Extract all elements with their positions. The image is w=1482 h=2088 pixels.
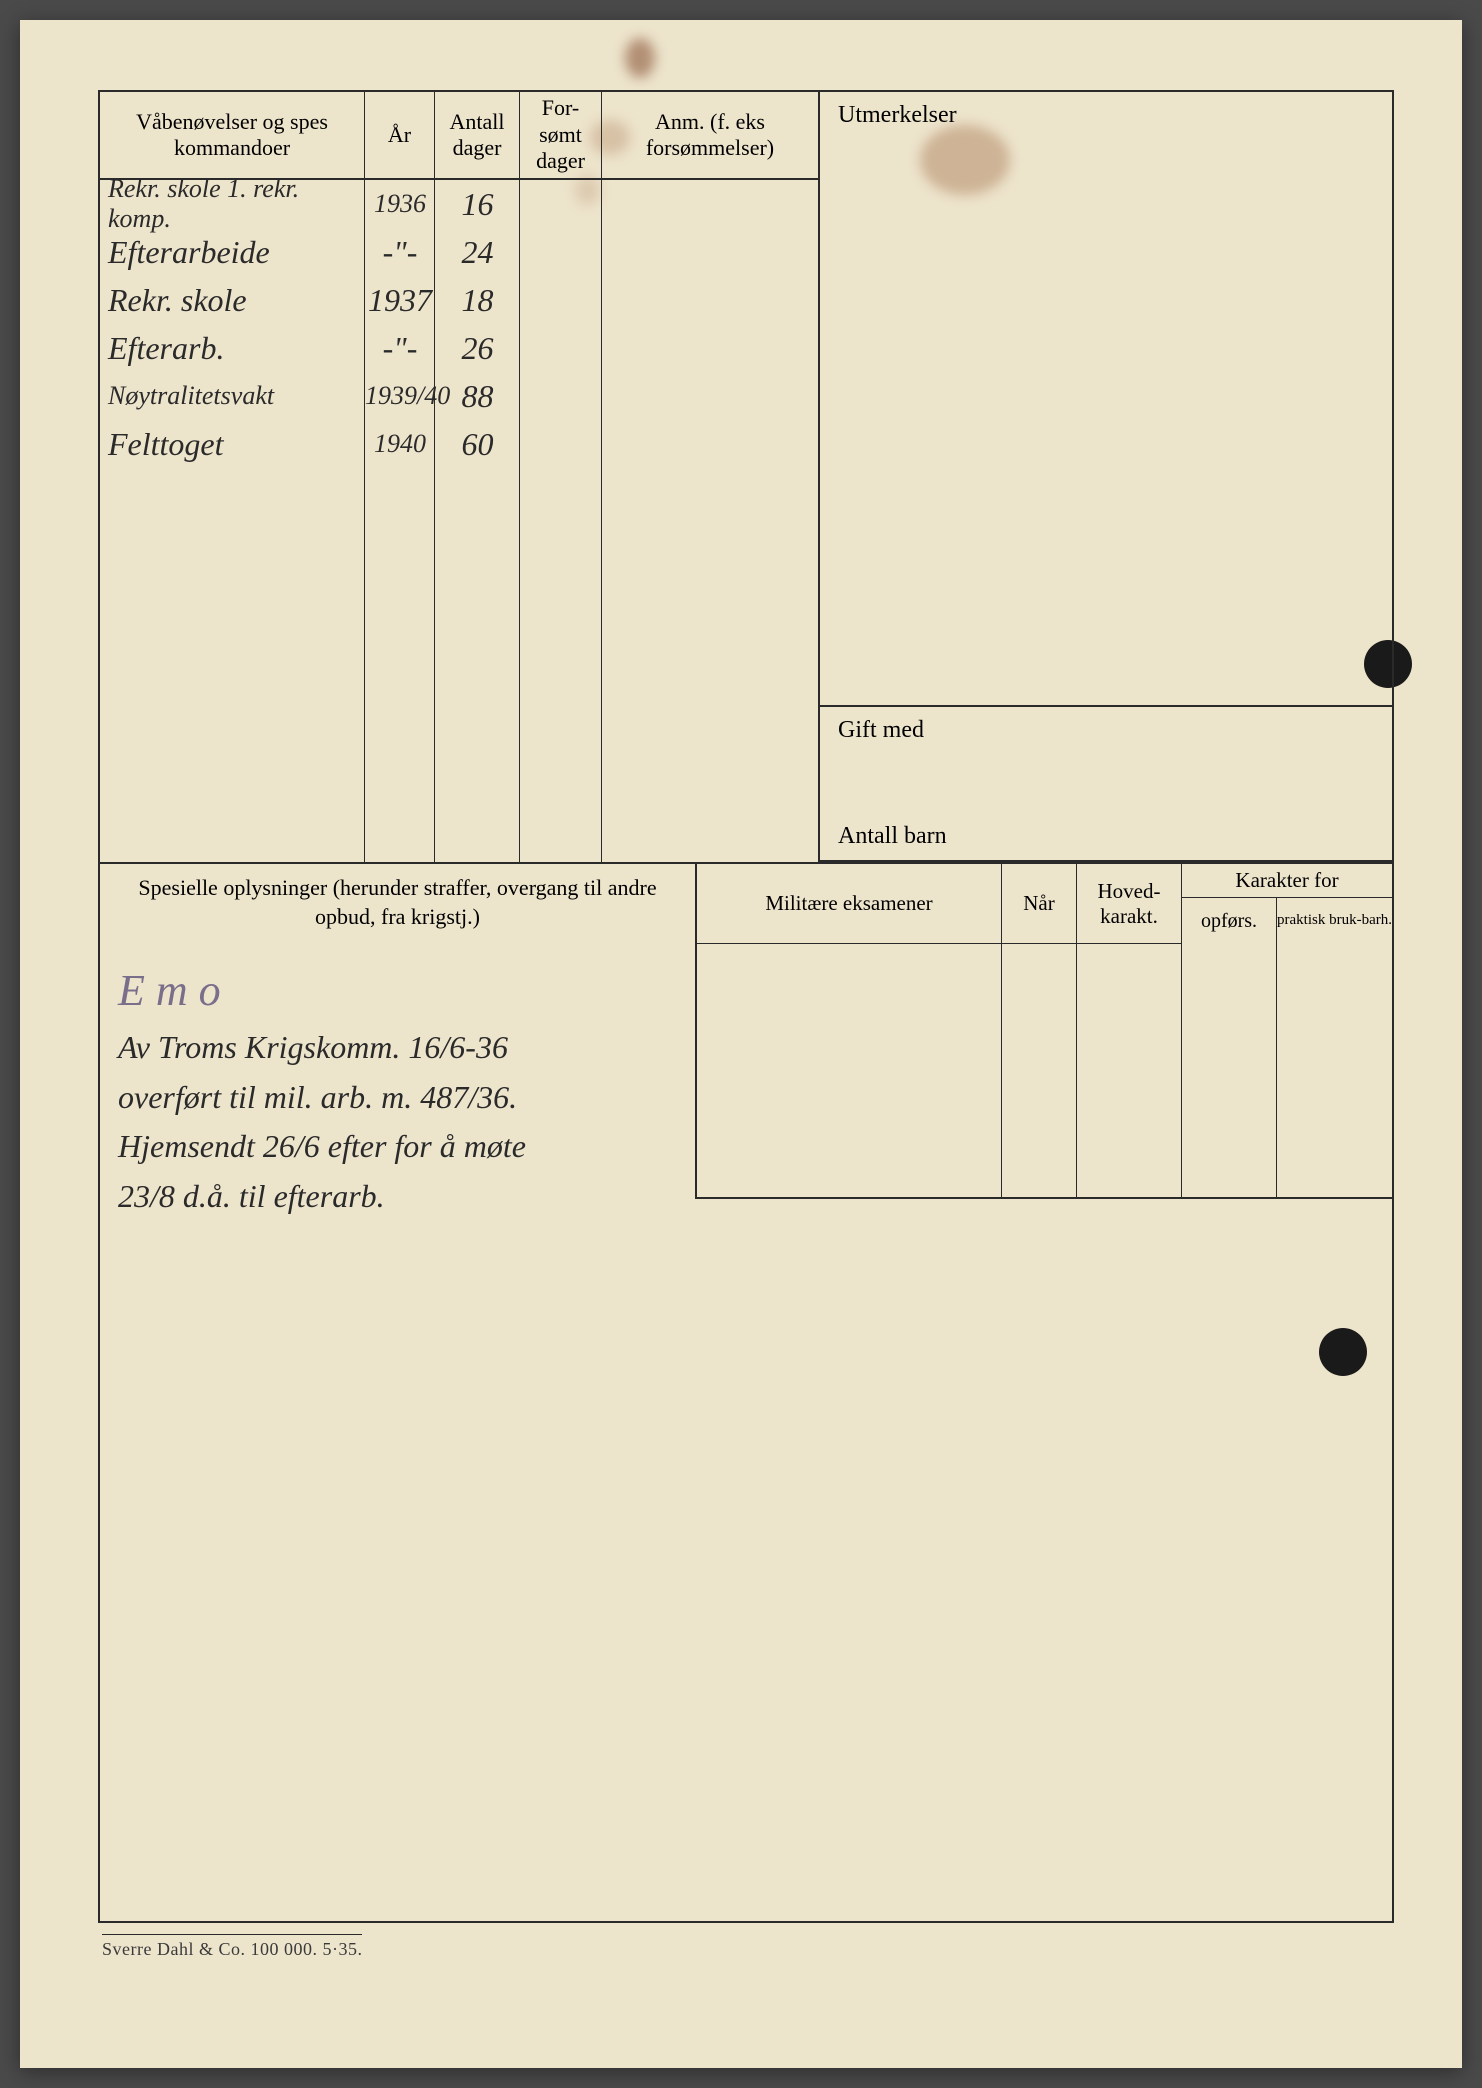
spesielle-handwriting: E m o Av Troms Krigskomm. 16/6-36 overfø… [118,962,688,1226]
handwritten-entries: Rekr. skole 1. rekr. komp. 1936 16 Efter… [100,180,820,468]
note-line: 23/8 d.å. til efterarb. [118,1176,688,1218]
exercise-name: Rekr. skole 1. rekr. komp. [100,174,365,234]
exercise-row: Efterarb. -"- 26 [100,324,820,372]
header-vabenovelser: Våbenøvelser og spes kommandoer [100,92,365,178]
note-line: Av Troms Krigskomm. 16/6-36 [118,1027,688,1069]
exercise-days: 26 [435,330,520,367]
header-karakter-group: Karakter for opførs. praktisk bruk-barh. [1182,864,1392,944]
antall-barn-label: Antall barn [838,823,1374,850]
exercises-table: Våbenøvelser og spes kommandoer År Antal… [100,92,820,862]
header-antall-dager: Antall dager [435,92,520,178]
document-page: Våbenøvelser og spes kommandoer År Antal… [20,20,1462,2068]
exercise-row: Nøytralitetsvakt 1939/40 88 [100,372,820,420]
header-praktisk: praktisk bruk-barh. [1277,898,1392,944]
printer-footer: Sverre Dahl & Co. 100 000. 5·35. [102,1934,362,1960]
gift-med-box: Gift med Antall barn [820,707,1392,862]
exercise-year: -"- [365,234,435,271]
eksamener-body [697,944,1392,1197]
header-karakter-for: Karakter for [1182,864,1392,898]
exercise-row: Rekr. skole 1937 18 [100,276,820,324]
exercise-name: Efterarb. [100,330,365,367]
top-section: Våbenøvelser og spes kommandoer År Antal… [100,92,1392,862]
gift-med-label: Gift med [838,717,1374,744]
utmerkelser-label: Utmerkelser [838,102,957,128]
header-anm: Anm. (f. eks forsømmelser) [602,92,818,178]
header-opfors: opførs. [1182,898,1277,944]
form-frame: Våbenøvelser og spes kommandoer År Antal… [98,90,1394,1923]
spesielle-header: Spesielle oplysninger (herunder straffer… [120,874,675,931]
pencil-notation: E m o [118,962,688,1019]
exercise-days: 24 [435,234,520,271]
utmerkelser-box: Utmerkelser [820,92,1392,707]
eksamener-table: Militære eksamener Når Hoved-karakt. Kar… [695,864,1392,1199]
exercise-name: Rekr. skole [100,282,365,319]
exercise-days: 18 [435,282,520,319]
exercise-days: 60 [435,426,520,463]
exercise-year: 1940 [365,429,435,459]
header-ar: År [365,92,435,178]
exercise-name: Felttoget [100,426,365,463]
eksamener-header: Militære eksamener Når Hoved-karakt. Kar… [697,864,1392,944]
exercises-header-row: Våbenøvelser og spes kommandoer År Antal… [100,92,818,180]
exercise-row: Efterarbeide -"- 24 [100,228,820,276]
stain [625,38,655,78]
exercise-year: 1936 [365,189,435,219]
exercise-name: Efterarbeide [100,234,365,271]
header-nar: Når [1002,864,1077,944]
header-militaere: Militære eksamener [697,864,1002,944]
exercise-year: -"- [365,330,435,367]
top-right-column: Utmerkelser Gift med Antall barn [820,92,1392,862]
header-forsomt-dager: For-sømt dager [520,92,602,178]
exercise-year: 1937 [365,282,435,319]
exercise-name: Nøytralitetsvakt [100,381,365,411]
note-line: overført til mil. arb. m. 487/36. [118,1077,688,1119]
exercise-days: 16 [435,186,520,223]
header-hoved-karakt: Hoved-karakt. [1077,864,1182,944]
exercise-year: 1939/40 [365,381,435,411]
exercise-row: Felttoget 1940 60 [100,420,820,468]
exercise-row: Rekr. skole 1. rekr. komp. 1936 16 [100,180,820,228]
note-line: Hjemsendt 26/6 efter for å møte [118,1126,688,1168]
exercise-days: 88 [435,378,520,415]
